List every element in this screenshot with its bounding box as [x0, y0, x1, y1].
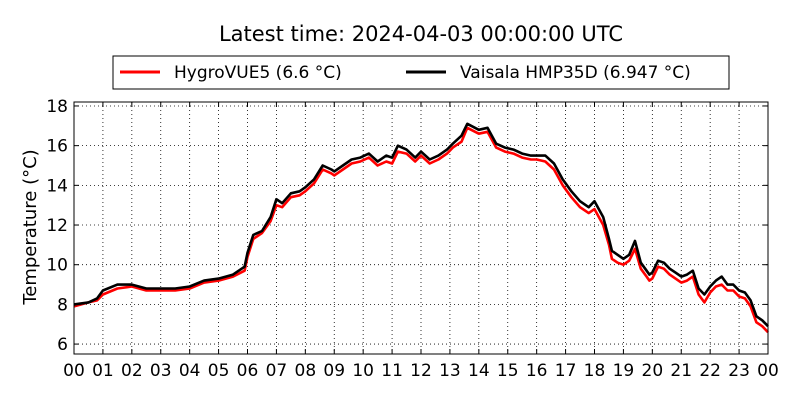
- grid: [74, 102, 768, 354]
- series-lines: [73, 122, 769, 334]
- axis-ticks: 00 01 02 03 04 05 06 07 08 09 10 11 12 13 14 15 16 17 18 19…: [46, 97, 778, 381]
- x-tick-label: 03: [150, 361, 172, 381]
- x-tick-label: 02: [121, 361, 143, 381]
- legend-label-vaisala: Vaisala HMP35D (6.947 °C): [460, 63, 691, 83]
- y-tick-label: 10: [46, 256, 68, 276]
- plot-frame: [73, 101, 769, 355]
- x-tick-label: 16: [526, 361, 548, 381]
- y-tick-label: 8: [57, 295, 68, 315]
- legend: HygroVUE5 (6.6 °C) Vaisala HMP35D (6.947…: [112, 55, 730, 90]
- x-tick-label: 04: [179, 361, 201, 381]
- y-tick-label: 18: [46, 97, 68, 117]
- x-tick-label: 23: [728, 361, 750, 381]
- x-tick-label: 00: [757, 361, 779, 381]
- y-tick-label: 14: [46, 176, 68, 196]
- x-tick-label: 22: [699, 361, 721, 381]
- x-tick-label: 13: [439, 361, 461, 381]
- x-tick-label: 06: [237, 361, 259, 381]
- x-tick-label: 14: [468, 361, 490, 381]
- y-tick-label: 12: [46, 216, 68, 236]
- series-line-vaisala: [73, 122, 769, 328]
- x-tick-label: 12: [410, 361, 432, 381]
- x-tick-label: 17: [555, 361, 577, 381]
- x-tick-label: 00: [63, 361, 85, 381]
- chart-title: Latest time: 2024-04-03 00:00:00 UTC: [219, 22, 623, 46]
- legend-label-hygrovue5: HygroVUE5 (6.6 °C): [174, 63, 342, 83]
- y-tick-label: 16: [46, 137, 68, 157]
- x-tick-label: 08: [295, 361, 317, 381]
- y-tick-label: 6: [57, 335, 68, 355]
- x-tick-label: 18: [584, 361, 606, 381]
- x-tick-label: 05: [208, 361, 230, 381]
- x-tick-label: 10: [352, 361, 374, 381]
- x-tick-label: 19: [613, 361, 635, 381]
- x-tick-label: 09: [323, 361, 345, 381]
- x-tick-label: 15: [497, 361, 519, 381]
- x-tick-label: 11: [381, 361, 403, 381]
- y-axis-label: Temperature (°C): [20, 149, 41, 305]
- x-tick-label: 01: [92, 361, 114, 381]
- x-tick-label: 20: [642, 361, 664, 381]
- x-tick-label: 07: [266, 361, 288, 381]
- x-tick-label: 21: [670, 361, 692, 381]
